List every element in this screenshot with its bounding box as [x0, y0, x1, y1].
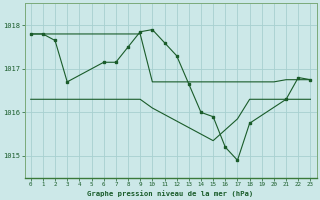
X-axis label: Graphe pression niveau de la mer (hPa): Graphe pression niveau de la mer (hPa)	[87, 190, 254, 197]
